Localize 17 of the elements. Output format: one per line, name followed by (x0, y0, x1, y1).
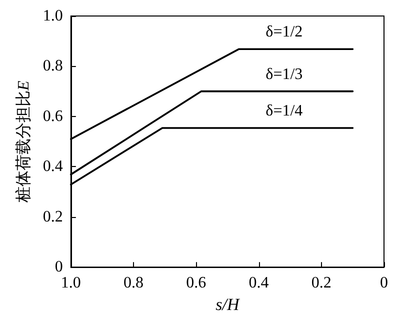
y-tick-label: 0.8 (42, 58, 63, 75)
x-tick-label: 0.6 (186, 274, 206, 292)
x-tick-label: 0.4 (248, 274, 269, 292)
y-tick-label: 0 (54, 258, 63, 276)
series-label: δ=1/2 (266, 24, 303, 41)
series-label: δ=1/4 (266, 102, 303, 120)
x-tick-label: 0 (380, 274, 388, 292)
y-tick-label: 0.6 (42, 108, 63, 125)
y-tick-label: 0.4 (42, 158, 63, 176)
x-tick-label: 0.8 (124, 274, 144, 292)
y-tick-label: 1.0 (42, 8, 63, 24)
series-label: δ=1/3 (266, 66, 303, 83)
y-tick-label: 0.2 (42, 208, 63, 226)
y-axis-title: 桩体荷载分担比E (14, 80, 32, 204)
x-axis-title: s/H (216, 295, 241, 314)
x-tick-label: 0.2 (311, 274, 332, 292)
x-tick-label: 1.0 (60, 274, 81, 292)
